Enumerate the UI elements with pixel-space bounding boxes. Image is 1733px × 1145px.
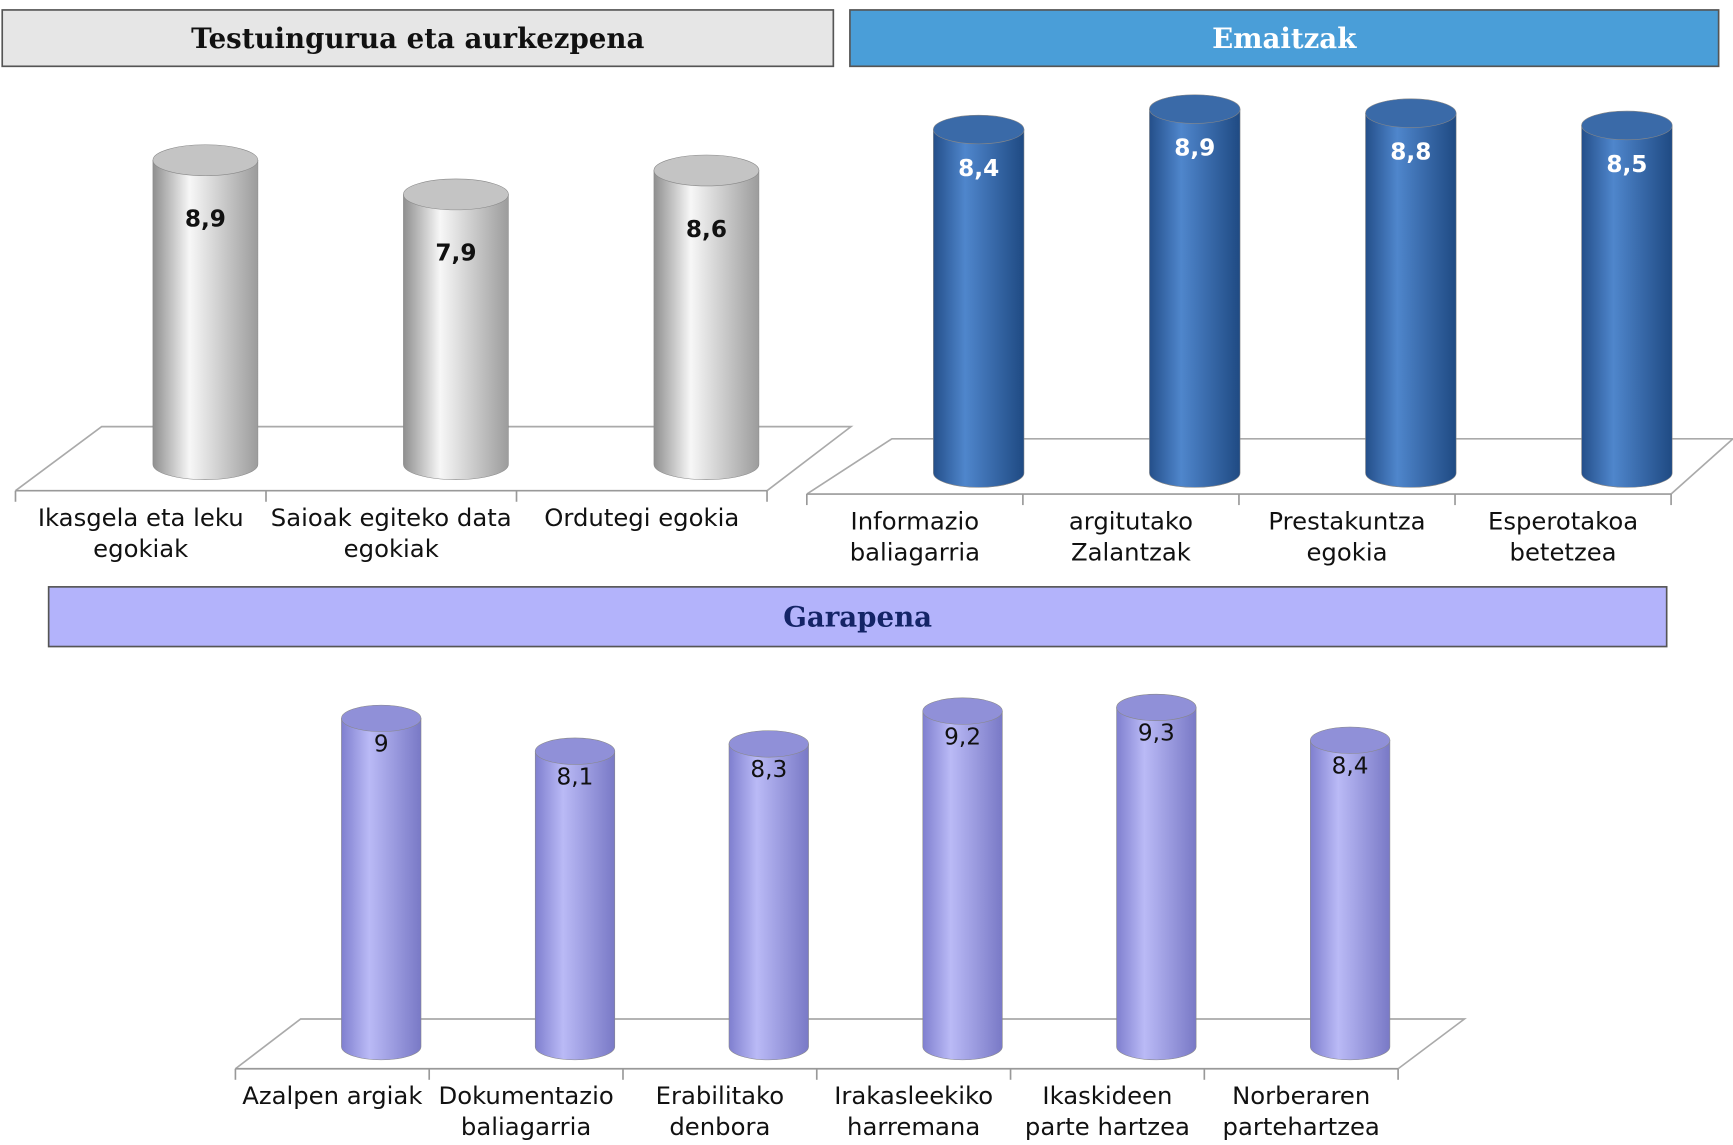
data-label: 8,9 bbox=[1174, 135, 1215, 162]
bar-top bbox=[152, 144, 259, 176]
bar-top bbox=[1149, 94, 1241, 124]
bar-top bbox=[534, 737, 616, 765]
data-label: 7,9 bbox=[435, 240, 476, 267]
x-tick-label-box: Ikaskideen parte hartzea bbox=[1024, 1083, 1190, 1142]
panel-header bbox=[849, 9, 1720, 68]
bar bbox=[1116, 707, 1197, 1061]
bar bbox=[1581, 125, 1673, 488]
bar-top bbox=[653, 154, 760, 187]
x-tick-label: Norberaren partehartzea bbox=[1222, 1083, 1380, 1142]
x-tick-label-box: Esperotakoa betetzea bbox=[1487, 508, 1639, 567]
x-tick-label: argitutako Zalantzak bbox=[1068, 508, 1193, 567]
data-label: 8,4 bbox=[958, 155, 999, 182]
bar-top bbox=[933, 114, 1025, 145]
chart-floor bbox=[806, 437, 1733, 495]
x-tick-label-box: Informazio baliagarria bbox=[849, 508, 981, 567]
panel-header bbox=[47, 586, 1668, 648]
panel-title: Garapena bbox=[783, 601, 932, 634]
data-label: 9 bbox=[374, 731, 389, 758]
bar-top bbox=[922, 697, 1003, 725]
bar-top bbox=[341, 704, 422, 732]
data-label: 8,5 bbox=[1606, 151, 1647, 178]
x-tick-label-box: Erabilitako denbora bbox=[655, 1083, 785, 1142]
bar bbox=[728, 743, 809, 1061]
x-tick-label-box: Azalpen argiak bbox=[242, 1083, 423, 1111]
x-tick-label-box: Prestakuntza egokia bbox=[1268, 508, 1426, 567]
chart-floor bbox=[234, 1018, 1467, 1070]
x-tick-label: Ikaskideen parte hartzea bbox=[1024, 1083, 1190, 1142]
x-tick-label-box: Saioak egiteko data egokiak bbox=[270, 505, 512, 564]
x-tick-label: Azalpen argiak bbox=[242, 1083, 423, 1111]
panel-header bbox=[1, 9, 835, 68]
bar bbox=[653, 170, 760, 480]
x-tick-label: Ikasgela eta leku egokiak bbox=[37, 505, 244, 564]
data-label: 8,9 bbox=[185, 206, 226, 233]
x-tick-label-box: Dokumentazio baliagarria bbox=[438, 1083, 614, 1142]
x-tick-label: Prestakuntza egokia bbox=[1268, 508, 1426, 567]
data-label: 8,1 bbox=[557, 763, 594, 790]
data-label: 8,3 bbox=[750, 756, 787, 783]
data-label: 9,2 bbox=[944, 723, 981, 750]
bar-top bbox=[1116, 693, 1197, 721]
bar bbox=[403, 194, 509, 480]
bar bbox=[534, 750, 616, 1061]
data-label: 8,4 bbox=[1332, 752, 1369, 779]
x-tick-label-box: Ordutegi egokia bbox=[544, 505, 740, 533]
bar-top bbox=[728, 730, 809, 758]
x-tick-label-box: Ikasgela eta leku egokiak bbox=[37, 505, 244, 564]
bar bbox=[1149, 108, 1241, 488]
x-tick-label: Irakasleekiko harremana bbox=[834, 1083, 994, 1142]
bar-top bbox=[403, 178, 509, 211]
data-label: 9,3 bbox=[1138, 720, 1175, 747]
x-tick-label: Informazio baliagarria bbox=[849, 508, 981, 567]
x-tick-label: Dokumentazio baliagarria bbox=[438, 1083, 614, 1142]
data-label: 8,6 bbox=[686, 216, 727, 243]
x-tick-label-box: Norberaren partehartzea bbox=[1222, 1083, 1380, 1142]
bar-top bbox=[1581, 110, 1673, 141]
x-tick-label: Ordutegi egokia bbox=[544, 505, 740, 533]
x-tick-label-box: argitutako Zalantzak bbox=[1068, 508, 1193, 567]
panel-title: Testuingurua eta aurkezpena bbox=[191, 22, 644, 55]
bar-top bbox=[1310, 726, 1391, 754]
bar bbox=[1365, 112, 1457, 488]
bar bbox=[922, 710, 1003, 1061]
data-label: 8,8 bbox=[1390, 139, 1431, 166]
bar bbox=[341, 718, 422, 1061]
x-tick-label: Saioak egiteko data egokiak bbox=[270, 505, 512, 564]
bar-top bbox=[1365, 98, 1457, 128]
bar bbox=[152, 159, 259, 480]
bar bbox=[1310, 739, 1391, 1061]
x-tick-label-box: Irakasleekiko harremana bbox=[834, 1083, 994, 1142]
panel-title: Emaitzak bbox=[1212, 22, 1357, 55]
x-tick-label: Erabilitako denbora bbox=[655, 1083, 785, 1142]
x-tick-label: Esperotakoa betetzea bbox=[1487, 508, 1639, 567]
bar bbox=[933, 129, 1025, 488]
